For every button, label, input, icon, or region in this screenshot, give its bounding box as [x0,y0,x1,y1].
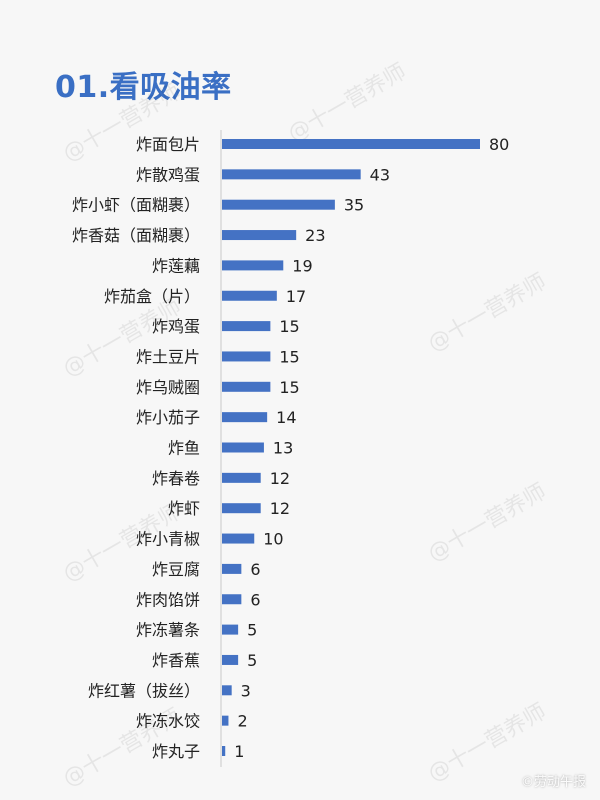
data-label: 12 [270,499,290,518]
category-label: 炸鱼 [168,439,200,458]
bar [222,563,242,574]
data-label: 1 [234,742,244,761]
category-label: 炸冻薯条 [136,621,200,640]
category-label: 炸虾 [168,499,200,518]
bar [222,715,229,726]
category-label: 炸鸡蛋 [152,317,200,336]
data-label: 15 [279,378,299,397]
data-label: 10 [263,530,283,549]
bar [222,685,232,696]
data-label: 6 [250,560,260,579]
data-label: 80 [489,135,509,154]
category-label: 炸春卷 [152,469,200,488]
bar [222,594,242,605]
data-label: 3 [241,681,251,700]
bar [222,654,239,665]
category-label: 炸豆腐 [152,560,200,579]
category-label: 炸香蕉 [152,651,200,670]
data-label: 13 [273,439,293,458]
bar [222,230,297,241]
bar [222,351,271,362]
category-label: 炸小青椒 [136,530,200,549]
bar [222,412,268,423]
data-label: 6 [250,590,260,609]
category-label: 炸面包片 [136,135,200,154]
bar [222,472,261,483]
data-label: 14 [276,408,296,427]
bar [222,290,277,301]
data-label: 12 [270,469,290,488]
page-title: 01.看吸油率 [55,70,232,105]
data-label: 35 [344,196,364,215]
data-label: 23 [305,226,325,245]
category-label: 炸小茄子 [136,408,200,427]
data-label: 5 [247,621,257,640]
bar [222,199,335,210]
category-label: 炸冻水饺 [136,712,200,731]
category-label: 炸莲藕 [152,256,200,275]
bar [222,746,226,756]
bar [222,260,284,271]
category-label: 炸乌贼圈 [136,378,200,397]
category-label: 炸小虾（面糊裹） [72,196,200,215]
category-label: 炸土豆片 [136,347,200,366]
bar [222,442,264,453]
data-label: 5 [247,651,257,670]
data-label: 15 [279,317,299,336]
brand-label: ©劳动午报 [520,775,586,790]
category-label: 炸红薯（拔丝） [88,681,200,700]
data-label: 2 [237,712,247,731]
category-label: 炸茄盒（片） [104,287,200,306]
data-label: 15 [279,347,299,366]
bar [222,321,271,332]
category-label: 炸肉馅饼 [136,590,200,609]
bar [222,169,361,180]
data-label: 43 [370,165,390,184]
bar [222,503,261,514]
category-label: 炸丸子 [152,742,200,761]
data-label: 19 [292,256,312,275]
bar [222,139,480,149]
bar [222,381,271,392]
category-label: 炸散鸡蛋 [136,165,200,184]
data-label: 17 [286,287,306,306]
bar [222,624,239,635]
category-label: 炸香菇（面糊裹） [72,226,200,245]
bar [222,533,255,544]
